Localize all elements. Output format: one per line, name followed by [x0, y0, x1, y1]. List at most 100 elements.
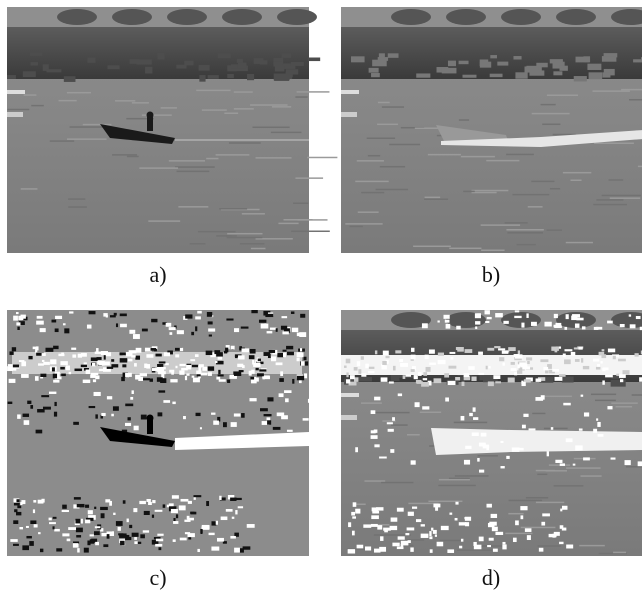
speckle	[459, 546, 462, 549]
ripple	[374, 534, 411, 536]
ripple	[250, 104, 288, 106]
speckle	[89, 311, 96, 314]
ripple	[169, 160, 205, 162]
ripple	[24, 94, 37, 96]
speckle	[188, 501, 192, 504]
ripple	[547, 95, 578, 97]
ripple	[621, 89, 642, 91]
speckle	[492, 527, 498, 531]
figure: a) b) c) d)	[0, 0, 642, 594]
speckle	[56, 548, 62, 551]
speckle	[107, 367, 113, 369]
speckle	[485, 310, 490, 314]
speckle	[297, 352, 304, 357]
speckle	[216, 521, 218, 525]
speckle	[135, 375, 140, 380]
ripple	[31, 105, 44, 107]
speckle	[518, 350, 520, 354]
speckle	[45, 348, 53, 352]
speckle	[193, 495, 201, 497]
speckle	[421, 534, 429, 538]
ripple	[449, 248, 481, 250]
speckle	[133, 334, 140, 339]
speckle	[41, 499, 44, 503]
speckle	[77, 504, 85, 507]
speckle	[62, 533, 69, 536]
panel-label: c)	[149, 565, 166, 590]
speckle	[276, 362, 283, 365]
speckle	[430, 549, 433, 553]
bush	[112, 9, 152, 25]
speckle	[493, 549, 498, 552]
speckle	[259, 369, 266, 371]
speckle	[231, 346, 235, 350]
speckle	[12, 347, 16, 351]
speckle	[351, 512, 355, 516]
speckle	[217, 538, 224, 542]
speckle	[206, 351, 213, 355]
speckle	[602, 349, 605, 351]
rock	[7, 75, 16, 79]
speckle	[292, 379, 294, 384]
speckle	[502, 351, 509, 354]
rock	[354, 58, 362, 61]
ripple	[420, 412, 441, 414]
ripple	[224, 113, 238, 115]
speckle	[202, 525, 209, 529]
speckle	[17, 506, 21, 509]
speckle	[487, 545, 491, 547]
speckle	[197, 311, 202, 314]
panel-label: a)	[149, 262, 166, 287]
ripple	[610, 197, 640, 199]
speckle	[511, 362, 515, 365]
ripple	[127, 156, 139, 158]
moored-boat	[7, 112, 23, 117]
speckle	[180, 538, 187, 541]
ripple	[361, 192, 384, 194]
rock	[145, 67, 152, 74]
rock	[463, 75, 477, 78]
rock	[574, 76, 587, 81]
speckle	[126, 374, 129, 377]
speckle	[116, 323, 118, 327]
speckle	[93, 379, 96, 382]
speckle	[152, 500, 155, 503]
speckle	[352, 531, 355, 536]
ripple	[380, 166, 405, 168]
speckle	[443, 315, 449, 319]
speckle	[502, 542, 505, 544]
ripple	[272, 106, 291, 108]
bush	[391, 9, 431, 25]
speckle	[596, 367, 600, 370]
panel-label: b)	[482, 262, 500, 287]
speckle	[543, 367, 548, 370]
speckle	[225, 348, 228, 353]
speckle	[209, 335, 212, 337]
speckle	[555, 377, 563, 381]
speckle	[285, 398, 289, 402]
speckle	[566, 438, 573, 442]
speckle	[114, 313, 117, 316]
speckle	[564, 327, 567, 330]
speckle	[95, 375, 99, 379]
speckle	[249, 355, 255, 359]
speckle	[583, 366, 589, 369]
speckle	[42, 360, 44, 362]
rock	[416, 73, 430, 77]
speckle	[277, 353, 284, 357]
rock	[497, 62, 508, 66]
ripple	[68, 198, 85, 200]
speckle	[472, 432, 479, 436]
speckle	[252, 360, 254, 365]
speckle	[487, 348, 494, 351]
speckle	[94, 392, 101, 396]
speckle	[352, 516, 356, 518]
speckle	[525, 528, 532, 532]
speckle	[462, 382, 465, 386]
speckle	[40, 549, 43, 552]
speckle	[202, 368, 208, 371]
speckle	[449, 366, 457, 369]
rock	[602, 56, 616, 62]
speckle	[416, 380, 422, 384]
speckle	[435, 534, 437, 536]
